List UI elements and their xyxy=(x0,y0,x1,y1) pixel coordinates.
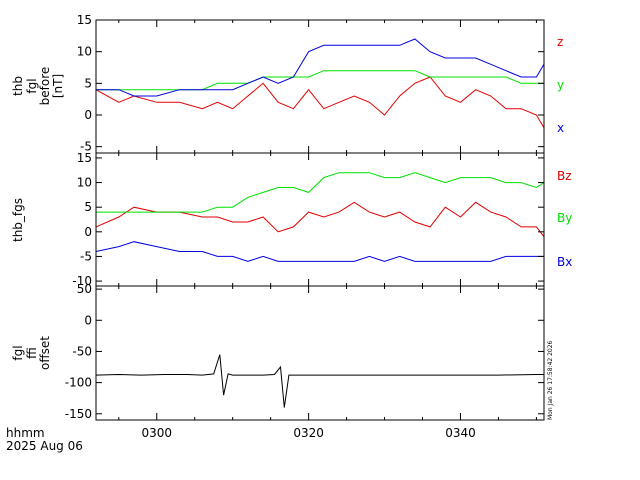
legend-x: x xyxy=(557,121,564,135)
series-by-line xyxy=(96,172,545,213)
series-z-line xyxy=(95,76,545,128)
panel-1-ylabel-line-4: [nT] xyxy=(51,74,65,98)
y-tick-label: -150 xyxy=(65,407,92,421)
y-tick-label: -5 xyxy=(80,140,92,154)
legend-z: z xyxy=(557,35,563,49)
panel-1-ylabel-line-3: before xyxy=(38,67,52,106)
panel-magnetometer-fgs: -10 -5 0 5 10 15 thb_fgs Bz By Bx xyxy=(11,151,572,288)
series-bx-line xyxy=(95,241,544,262)
panel-3-y-ticks: -150 -100 -50 0 50 xyxy=(65,282,544,421)
y-tick-label: 10 xyxy=(77,176,92,190)
panel-3-frame xyxy=(95,285,545,421)
panel-1-ylabel-line-2: fgl xyxy=(25,78,39,93)
x-tick-label: 0320 xyxy=(293,426,324,440)
panel-1-ylabel-line-1: thb xyxy=(11,76,25,96)
x-axis-tick-labels: 0300 0320 0340 xyxy=(141,426,475,440)
y-tick-label: 10 xyxy=(77,45,92,59)
legend-bz: Bz xyxy=(557,169,572,183)
panel-2-y-ticks: -10 -5 0 5 10 15 xyxy=(72,151,544,288)
y-tick-label: 0 xyxy=(84,313,92,327)
legend-by: By xyxy=(557,211,572,225)
y-tick-label: -50 xyxy=(72,344,92,358)
y-tick-label: 50 xyxy=(77,282,92,296)
y-tick-label: 5 xyxy=(84,200,92,214)
panel-magnetometer-fgl: -5 0 5 10 15 thb fgl before [nT] z y x xyxy=(11,13,564,154)
y-tick-label: -10 xyxy=(72,274,92,288)
x-axis-unit-label: hhmm xyxy=(6,426,45,440)
series-x-line xyxy=(96,38,545,97)
panel-fgl-ffi-offset: -150 -100 -50 0 50 fgl ffi offset Mon Jan 26… xyxy=(11,282,554,421)
panel-3-x-ticks xyxy=(118,286,537,420)
legend-y: y xyxy=(557,78,564,92)
x-tick-label: 0340 xyxy=(445,426,476,440)
x-tick-label: 0300 xyxy=(141,426,172,440)
y-tick-label: 0 xyxy=(84,108,92,122)
y-tick-label: -100 xyxy=(65,376,92,390)
panel-1-series xyxy=(95,38,545,128)
series-fgl-ffi-offset-line xyxy=(95,354,544,408)
panel-3-ylabel-line-3: offset xyxy=(38,336,52,370)
creation-timestamp: Mon Jan 26 17:58:42 2026 xyxy=(547,340,554,420)
panel-1-y-ticks: -5 0 5 10 15 xyxy=(77,13,544,154)
panel-2-series xyxy=(95,172,545,262)
y-tick-label: 0 xyxy=(84,225,92,239)
panel-3-ylabel-line-2: ffi xyxy=(25,347,39,359)
legend-bx: Bx xyxy=(557,255,572,269)
panel-3-ylabel-line-1: fgl xyxy=(11,345,25,360)
panel-2-ylabel: thb_fgs xyxy=(11,198,25,242)
x-axis-date-label: 2025 Aug 06 xyxy=(6,439,83,453)
panel-3-series xyxy=(95,354,544,408)
y-tick-label: 15 xyxy=(77,151,92,165)
y-tick-label: -5 xyxy=(80,249,92,263)
series-bz-line xyxy=(95,201,545,238)
y-tick-label: 5 xyxy=(84,76,92,90)
y-tick-label: 15 xyxy=(77,13,92,27)
